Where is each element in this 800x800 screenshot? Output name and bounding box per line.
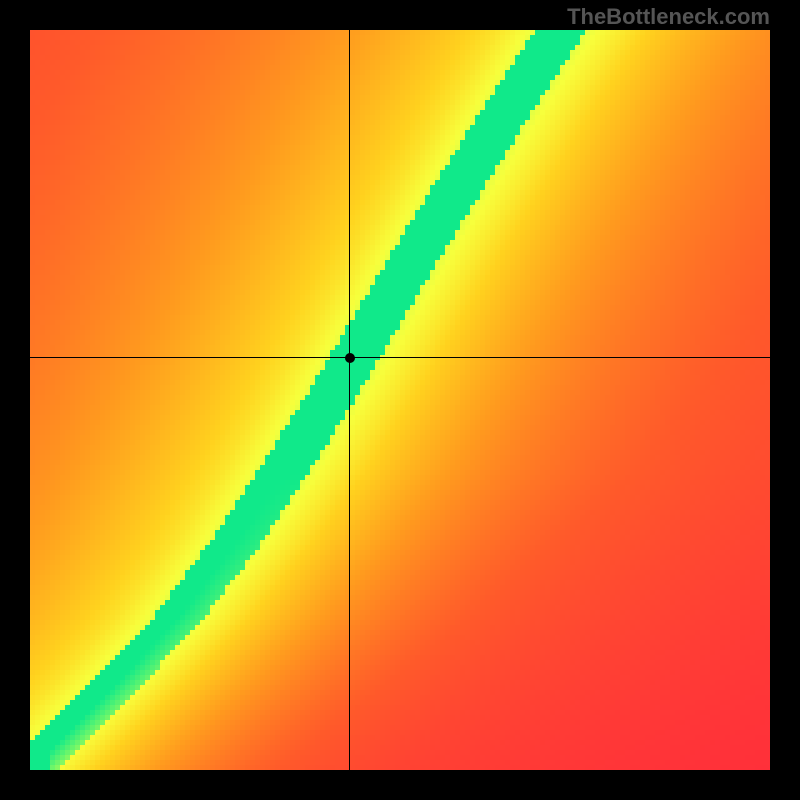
watermark-text: TheBottleneck.com — [567, 4, 770, 30]
heatmap-canvas — [30, 30, 770, 770]
crosshair-horizontal — [30, 357, 770, 358]
crosshair-vertical — [349, 30, 350, 770]
chart-container: TheBottleneck.com — [0, 0, 800, 800]
crosshair-marker — [345, 353, 355, 363]
